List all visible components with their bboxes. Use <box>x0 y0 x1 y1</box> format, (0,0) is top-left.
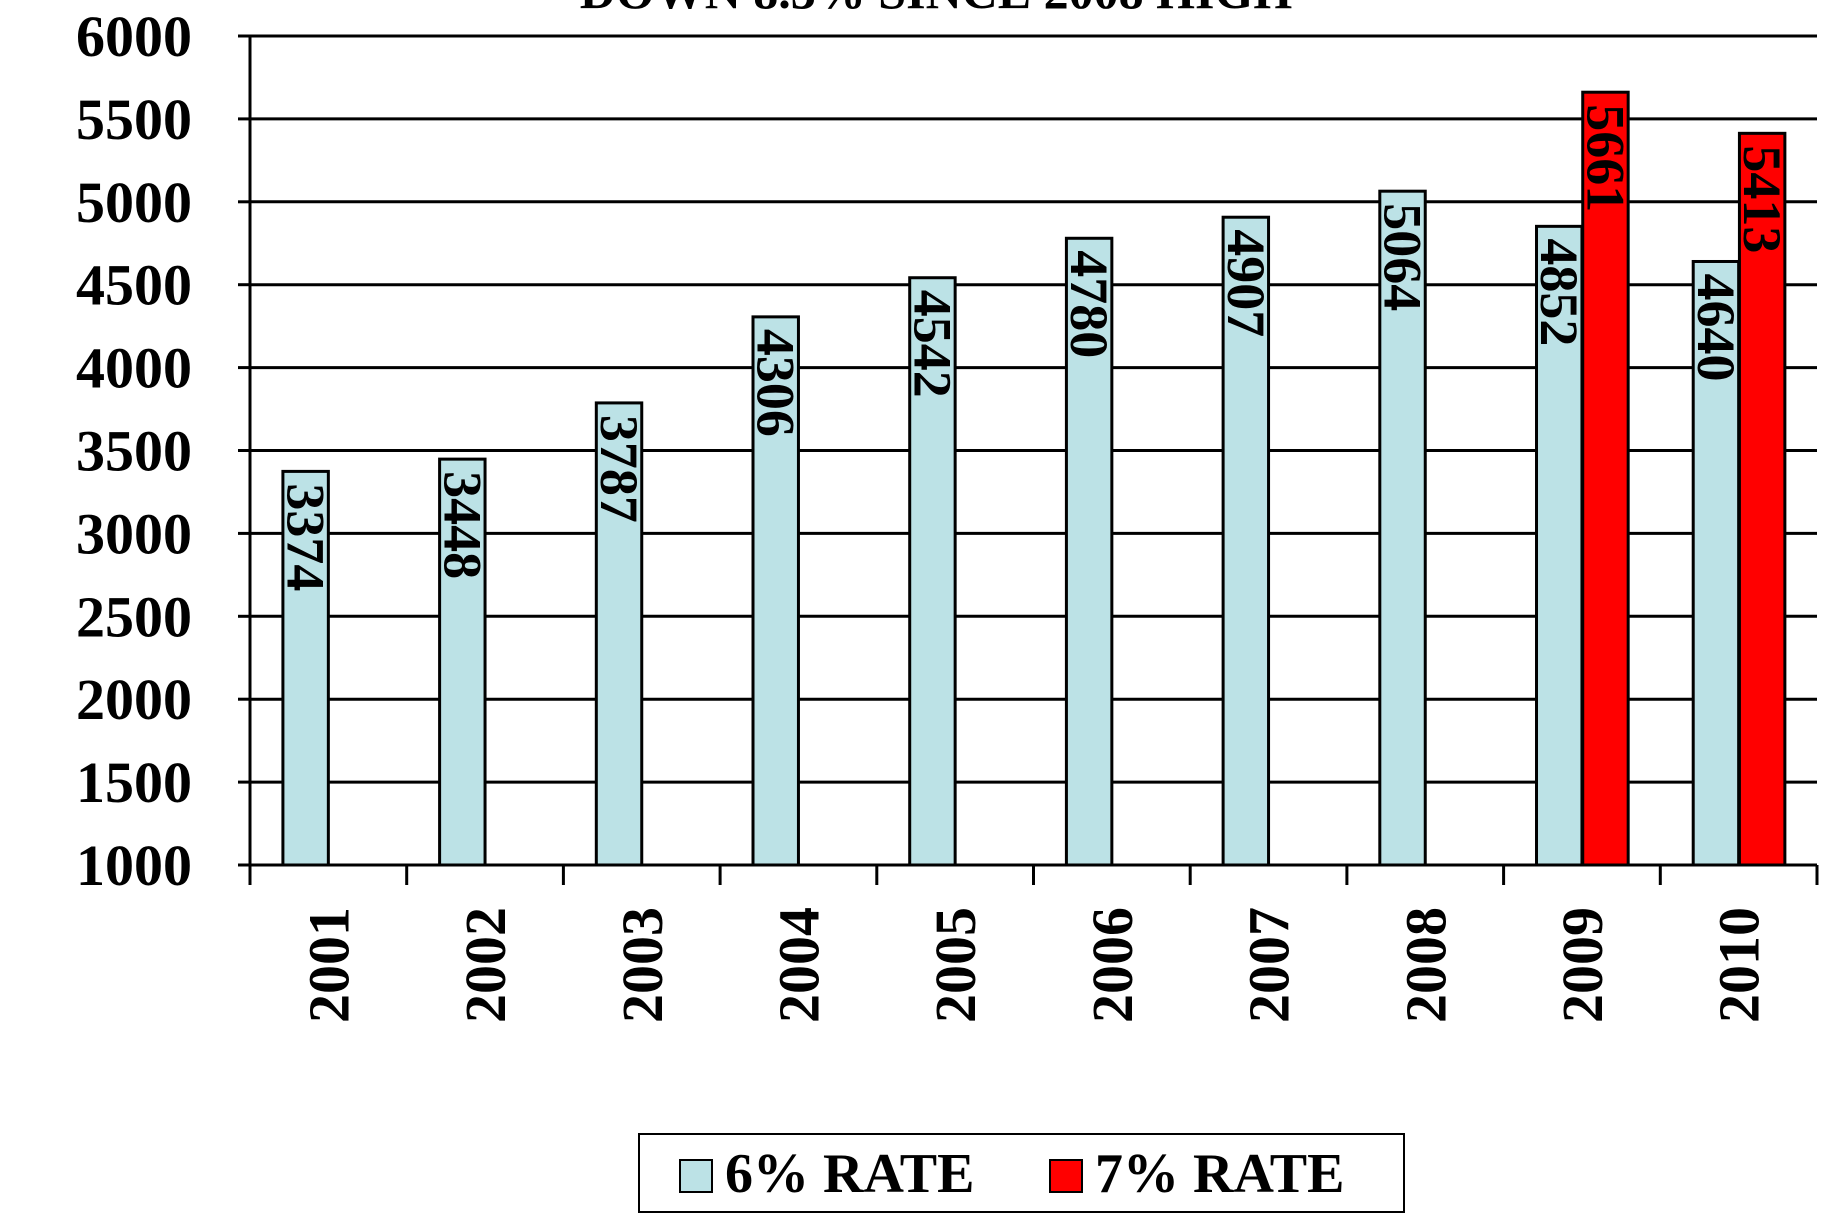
data-label: 4907 <box>1216 229 1276 337</box>
legend-label: 6% RATE <box>725 1143 974 1205</box>
bar <box>594 401 644 867</box>
data-label: 4780 <box>1059 250 1119 358</box>
x-tick-label: 2004 <box>766 907 831 1023</box>
bar <box>1221 215 1271 867</box>
data-label: 4542 <box>902 290 962 398</box>
y-tick-label: 4500 <box>76 253 192 318</box>
x-tick-label: 2006 <box>1080 907 1145 1023</box>
y-tick-label: 6000 <box>76 4 192 69</box>
data-label: 4640 <box>1686 273 1746 381</box>
y-tick-label: 3500 <box>76 419 192 484</box>
x-tick-label: 2010 <box>1707 907 1772 1023</box>
legend-box <box>638 1133 1405 1213</box>
y-tick-label: 1000 <box>76 833 192 898</box>
y-tick-label: 3000 <box>76 501 192 566</box>
data-label: 3787 <box>589 415 649 523</box>
bar <box>1691 259 1741 867</box>
data-label: 4852 <box>1529 238 1589 346</box>
legend-swatch <box>1049 1159 1083 1193</box>
data-label: 5661 <box>1575 104 1635 212</box>
x-tick-label: 2005 <box>923 907 988 1023</box>
y-tick-label: 5500 <box>76 87 192 152</box>
x-tick-label: 2003 <box>610 907 675 1023</box>
bar <box>1378 189 1427 867</box>
data-label: 3448 <box>432 471 492 579</box>
y-tick-label: 2500 <box>76 584 192 649</box>
x-tick-label: 2007 <box>1237 907 1302 1023</box>
x-tick-label: 2009 <box>1550 907 1615 1023</box>
x-tick-label: 2002 <box>453 907 518 1023</box>
data-label: 5064 <box>1373 203 1433 311</box>
legend-swatch <box>679 1159 713 1193</box>
y-tick-label: 1500 <box>76 750 192 815</box>
y-tick-label: 4000 <box>76 336 192 401</box>
bar <box>1737 131 1787 867</box>
bar <box>1581 90 1630 867</box>
x-tick-label: 2008 <box>1393 907 1458 1023</box>
y-tick-label: 5000 <box>76 170 192 235</box>
data-label: 5413 <box>1732 145 1792 253</box>
data-label: 4306 <box>746 329 806 437</box>
data-label: 3374 <box>276 483 336 591</box>
chart-title: DOWN 8.3% SINCE 2008 HIGH <box>580 0 1293 19</box>
x-tick-label: 2001 <box>296 907 361 1023</box>
bar <box>281 469 330 867</box>
y-tick-label: 2000 <box>76 667 192 732</box>
legend-label: 7% RATE <box>1095 1143 1344 1205</box>
